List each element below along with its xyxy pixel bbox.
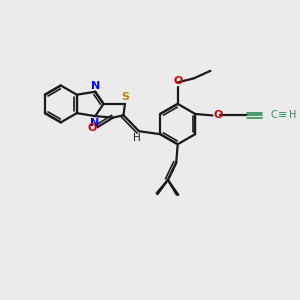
Text: N: N: [92, 80, 101, 91]
Text: H: H: [289, 110, 296, 120]
Text: O: O: [88, 123, 97, 133]
Text: N: N: [90, 118, 99, 128]
Text: C: C: [270, 110, 277, 120]
Text: O: O: [213, 110, 223, 120]
Text: S: S: [122, 92, 130, 102]
Text: ≡: ≡: [278, 110, 287, 120]
Text: H: H: [133, 133, 140, 143]
Text: O: O: [173, 76, 182, 86]
